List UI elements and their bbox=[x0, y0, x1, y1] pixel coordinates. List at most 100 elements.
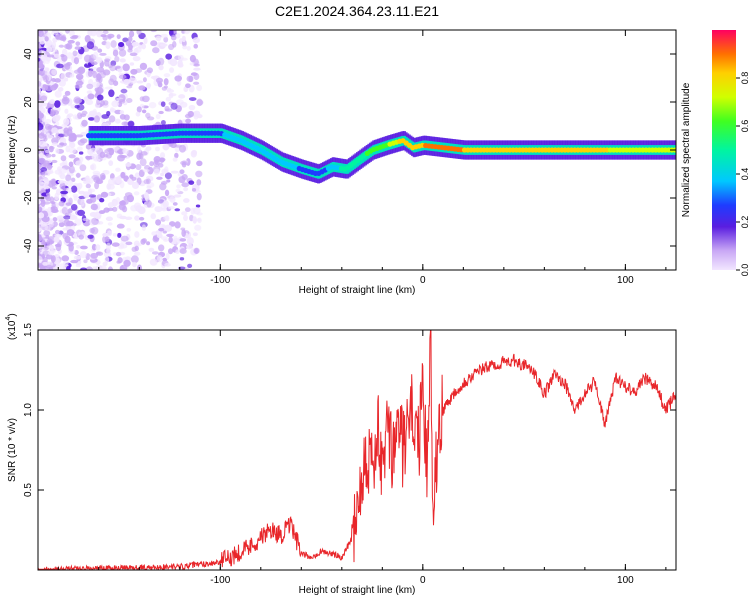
spectrogram-noise-cell bbox=[165, 252, 170, 260]
spectrogram-noise-cell bbox=[38, 80, 42, 87]
spectrogram-noise-cell bbox=[155, 113, 161, 120]
spectrogram-noise-cell bbox=[38, 122, 44, 131]
spectrogram-noise-cell bbox=[38, 241, 42, 249]
spectrogram-noise-cell bbox=[185, 244, 193, 250]
spectrogram-noise-cell bbox=[129, 52, 138, 57]
spectrogram-noise-cell bbox=[141, 109, 147, 114]
spectrogram-noise-cell bbox=[45, 153, 52, 158]
spectrogram-noise-cell bbox=[144, 165, 151, 171]
spectrogram-noise-cell bbox=[160, 120, 166, 126]
spectrogram-noise-cell bbox=[182, 45, 188, 50]
spectrogram-noise-cell bbox=[192, 37, 200, 44]
snr-y-axis-label: SNR (10 * v/v) bbox=[7, 418, 18, 482]
spectrogram-noise-cell bbox=[75, 134, 84, 138]
spectrogram-noise-cell bbox=[68, 161, 74, 167]
spectrogram-noise-cell bbox=[181, 229, 186, 238]
spectrogram-noise-cell bbox=[54, 100, 61, 108]
spectrogram-noise-cell bbox=[185, 118, 192, 124]
spectrogram-noise-cell bbox=[117, 232, 122, 239]
spectrogram-noise-cell bbox=[196, 114, 203, 119]
spectrogram-noise-cell bbox=[79, 156, 84, 163]
spectrogram-noise-cell bbox=[119, 264, 128, 270]
spectrogram-noise-cell bbox=[154, 206, 163, 213]
spectrogram-noise-cell bbox=[135, 163, 142, 171]
spectrogram-noise-cell bbox=[85, 99, 94, 106]
spectrogram-noise-cell bbox=[97, 94, 104, 101]
spectrogram-noise-cell bbox=[48, 145, 54, 153]
colorbar-tick-label: 0.0 bbox=[740, 264, 750, 277]
spectrogram-noise-cell bbox=[119, 155, 127, 159]
spectrogram-noise-cell bbox=[111, 146, 120, 151]
spectrogram-noise-cell bbox=[50, 31, 59, 36]
spectrogram-noise-cell bbox=[196, 192, 202, 201]
spectrogram-noise-cell bbox=[79, 245, 88, 250]
spectrogram-noise-cell bbox=[166, 179, 171, 183]
spectrogram-noise-cell bbox=[131, 41, 140, 47]
spectrogram-noise-cell bbox=[106, 33, 115, 39]
spectrogram-noise-cell bbox=[51, 69, 57, 76]
spectrogram-noise-cell bbox=[39, 178, 47, 185]
spectrogram-noise-cell bbox=[187, 110, 194, 118]
spectrogram-noise-cell bbox=[128, 30, 135, 38]
spectrogram-noise-cell bbox=[183, 198, 190, 203]
spectrogram-noise-cell bbox=[120, 171, 126, 179]
spectrogram-noise-cell bbox=[103, 207, 110, 213]
spectrogram-noise-cell bbox=[185, 83, 191, 89]
spectrogram-noise-cell bbox=[119, 243, 128, 249]
spectrogram-noise-cell bbox=[112, 49, 119, 57]
colorbar-tick-label: 0.2 bbox=[740, 216, 750, 229]
spectrogram-noise-cell bbox=[47, 206, 52, 215]
spectrogram-noise-cell bbox=[146, 116, 155, 121]
spectrogram-noise-cell bbox=[177, 62, 184, 68]
spectrogram-noise-cell bbox=[62, 94, 68, 99]
spectrogram-noise-cell bbox=[158, 110, 164, 115]
spectrogram-noise-cell bbox=[71, 35, 79, 39]
spectrogram-noise-cell bbox=[72, 50, 78, 57]
spectrogram-noise-cell bbox=[67, 180, 74, 187]
spectrogram-noise-cell bbox=[164, 224, 173, 232]
chart-title: C2E1.2024.364.23.11.E21 bbox=[275, 3, 439, 19]
spectrogram-noise-cell bbox=[70, 259, 79, 264]
spectrogram-noise-cell bbox=[129, 62, 135, 66]
spectrogram-noise-cell bbox=[50, 255, 56, 263]
spectrogram-noise-cell bbox=[163, 238, 169, 242]
spectrogram-noise-cell bbox=[165, 96, 172, 102]
spectrogram-noise-cell bbox=[196, 99, 204, 106]
spectrogram-noise-cell bbox=[139, 62, 148, 71]
spectrogram-noise-cell bbox=[127, 48, 133, 53]
spectrogram-noise-cell bbox=[136, 106, 142, 113]
spectrogram-noise-cell bbox=[190, 150, 197, 158]
spectrogram-noise-cell bbox=[64, 30, 71, 34]
spectrogram-noise-cell bbox=[134, 215, 140, 221]
spectrogram-noise-cell bbox=[90, 163, 97, 171]
spectrogram-noise-cell bbox=[111, 100, 120, 108]
y-tick-label: -40 bbox=[23, 238, 34, 253]
spectrogram-noise-cell bbox=[196, 84, 203, 92]
spectrogram-noise-cell bbox=[92, 170, 101, 175]
spectrogram-noise-cell bbox=[123, 259, 131, 267]
spectrogram-noise-cell bbox=[61, 207, 69, 215]
spectrogram-noise-cell bbox=[73, 57, 80, 65]
spectrogram-noise-cell bbox=[90, 203, 98, 211]
spectrogram-noise-cell bbox=[155, 59, 161, 67]
spectrogram-noise-cell bbox=[85, 144, 92, 150]
spectrogram-noise-cell bbox=[135, 111, 141, 117]
spectrogram-noise-cell bbox=[138, 85, 146, 91]
spectrogram-noise-cell bbox=[69, 74, 75, 78]
spectrogram-noise-cell bbox=[85, 266, 93, 270]
spectrogram-noise-cell bbox=[64, 90, 71, 96]
spectrogram-noise-cell bbox=[88, 177, 94, 184]
spectrogram-noise-cell bbox=[108, 115, 116, 123]
spectrogram-noise-cell bbox=[108, 89, 115, 98]
spectrogram-noise-cell bbox=[78, 234, 85, 240]
spectrogram-noise-cell bbox=[77, 139, 85, 146]
spectrogram-noise-cell bbox=[38, 112, 44, 119]
spectrogram-noise-cell bbox=[44, 36, 49, 42]
spectrogram-noise-cell bbox=[118, 48, 127, 57]
spectrogram-noise-cell bbox=[76, 79, 83, 83]
spectrogram-noise-cell bbox=[169, 58, 178, 67]
spectrogram-noise-cell bbox=[48, 100, 55, 104]
spectrogram-noise-cell bbox=[152, 47, 160, 54]
spectrogram-noise-cell bbox=[159, 43, 168, 47]
spectrogram-noise-cell bbox=[45, 197, 52, 202]
